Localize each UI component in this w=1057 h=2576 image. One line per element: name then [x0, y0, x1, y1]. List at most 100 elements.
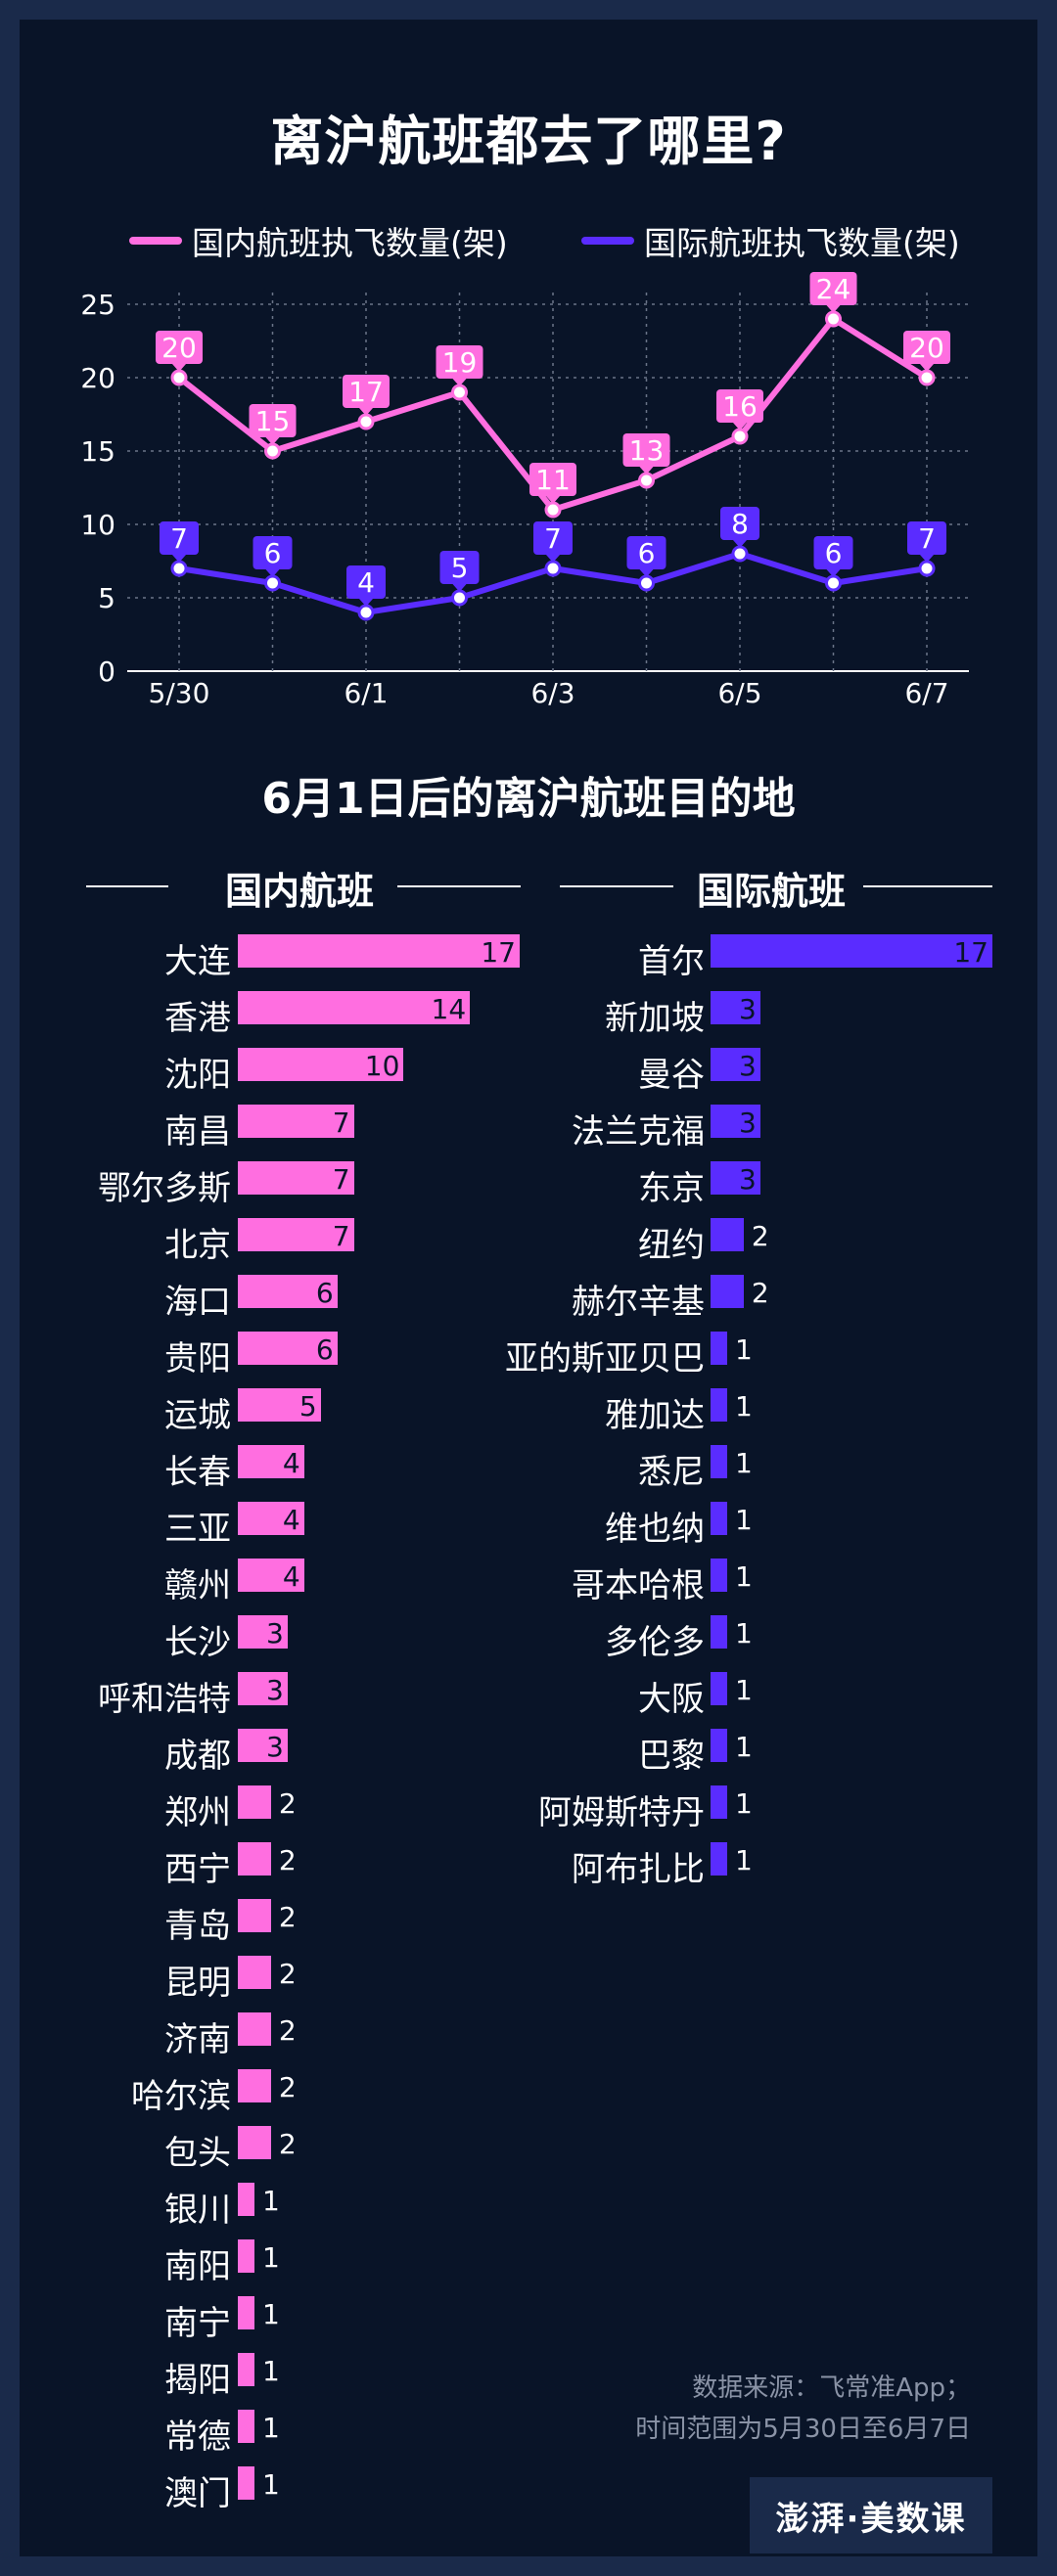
bar-category-text: 南阳	[164, 2247, 231, 2286]
bar-value-label: 3	[738, 1050, 757, 1082]
bar-category-label: 沈阳	[0, 1048, 231, 1095]
bar	[238, 2012, 271, 2046]
data-label: 4	[357, 566, 375, 599]
bar-category-text: 常德	[164, 2418, 231, 2457]
data-label-bg	[533, 521, 573, 555]
bar-category-text: 青岛	[164, 1907, 231, 1946]
bar-category-text: 南昌	[164, 1112, 231, 1152]
data-label-pointer	[452, 584, 467, 592]
bar	[711, 934, 992, 968]
bar-category-text: 亚的斯亚贝巴	[505, 1339, 705, 1378]
data-point	[918, 369, 936, 386]
bar-category-text: 包头	[164, 2134, 231, 2173]
bar-category-label: 青岛	[0, 1899, 231, 1946]
bar-value-label: 3	[265, 1731, 284, 1763]
bar-category-label: 亚的斯亚贝巴	[0, 1332, 705, 1378]
bar	[238, 1388, 321, 1422]
bar	[238, 2183, 254, 2216]
bar	[711, 1218, 744, 1251]
bar-category-label: 南昌	[0, 1105, 231, 1152]
bar-value-label: 1	[261, 2241, 280, 2274]
bar-value-label: 17	[953, 936, 988, 969]
bar-category-label: 贵阳	[0, 1332, 231, 1378]
international-header-rule-left	[560, 885, 673, 887]
bar	[711, 991, 760, 1024]
bar-value-label: 1	[734, 1333, 753, 1366]
bar-category-text: 三亚	[164, 1510, 231, 1549]
bar	[238, 1105, 354, 1138]
bar-category-text: 长春	[164, 1453, 231, 1492]
bar-category-label: 包头	[0, 2126, 231, 2173]
bar	[711, 1615, 727, 1649]
bar-category-text: 赫尔辛基	[572, 1283, 705, 1322]
line-chart: 0 5 10 15 20 25 5/30 6/1 6/3 6/5 6/7 20 15 17 19 11 13 16…	[80, 272, 969, 709]
data-label-pointer	[172, 364, 186, 372]
y-tick-label: 25	[80, 289, 115, 321]
x-tick-label: 6/1	[344, 677, 388, 709]
bar-category-text: 赣州	[164, 1566, 231, 1605]
source-note-line2: 时间范围为5月30日至6月7日	[635, 2415, 971, 2444]
bar-category-text: 纽约	[638, 1226, 705, 1265]
bar	[238, 1672, 288, 1705]
bar-category-label: 南阳	[0, 2239, 231, 2286]
data-label: 20	[909, 332, 944, 364]
bar	[711, 1332, 727, 1365]
data-label: 7	[544, 522, 562, 555]
data-point	[544, 560, 562, 577]
x-tick-label: 6/3	[530, 677, 574, 709]
data-point	[544, 501, 562, 519]
bar	[238, 2296, 254, 2329]
bar-value-label: 1	[734, 1844, 753, 1876]
bar-category-label: 北京	[0, 1218, 231, 1265]
bar-category-label: 长沙	[0, 1615, 231, 1662]
bar-category-label: 赣州	[0, 1559, 231, 1605]
bar-category-text: 香港	[164, 999, 231, 1038]
data-label-bg	[529, 463, 576, 496]
data-label-pointer	[359, 408, 373, 416]
bar	[711, 1672, 727, 1705]
bar	[238, 1559, 304, 1592]
bar-value-label: 4	[282, 1560, 300, 1593]
data-label: 6	[825, 537, 843, 569]
bar-category-text: 法兰克福	[572, 1112, 705, 1152]
bar-category-label: 东京	[0, 1161, 705, 1208]
data-label-bg	[907, 521, 946, 555]
bar-value-label: 1	[734, 1787, 753, 1820]
bar-category-label: 维也纳	[0, 1502, 705, 1549]
bar-value-label: 3	[738, 993, 757, 1025]
bar-category-text: 沈阳	[164, 1056, 231, 1095]
bar-category-text: 首尔	[638, 942, 705, 981]
data-label-bg	[253, 536, 293, 569]
data-label-bg	[343, 375, 390, 408]
bar-category-text: 雅加达	[605, 1396, 705, 1435]
x-tick-label: 6/7	[904, 677, 948, 709]
bar-category-label: 长春	[0, 1445, 231, 1492]
bar-value-label: 2	[278, 2014, 297, 2047]
bar	[711, 1502, 727, 1535]
data-label: 11	[535, 464, 571, 496]
data-point	[170, 369, 188, 386]
bar	[238, 1729, 288, 1762]
bar-value-label: 1	[261, 2412, 280, 2444]
bar-category-label: 济南	[0, 2012, 231, 2059]
data-label-pointer	[639, 569, 654, 577]
legend-domestic: 国内航班执飞数量(架)	[129, 215, 540, 264]
data-point	[918, 560, 936, 577]
bar-value-label: 3	[265, 1617, 284, 1650]
bar-category-label: 昆明	[0, 1956, 231, 2003]
data-label-pointer	[920, 555, 934, 563]
bar-category-label: 阿姆斯特丹	[0, 1785, 705, 1832]
bar-category-label: 成都	[0, 1729, 231, 1776]
bar-category-label: 运城	[0, 1388, 231, 1435]
data-label-pointer	[452, 379, 467, 386]
bar	[711, 1388, 727, 1422]
data-label-bg	[160, 521, 199, 555]
bar-category-label: 赫尔辛基	[0, 1275, 705, 1322]
bar-value-label: 1	[734, 1504, 753, 1536]
international-header: 国际航班	[560, 861, 992, 913]
bar	[238, 1445, 304, 1478]
bar-category-label: 雅加达	[0, 1388, 705, 1435]
bar-value-label: 4	[282, 1447, 300, 1479]
bar-value-label: 14	[431, 993, 467, 1025]
bar-value-label: 1	[734, 1617, 753, 1650]
